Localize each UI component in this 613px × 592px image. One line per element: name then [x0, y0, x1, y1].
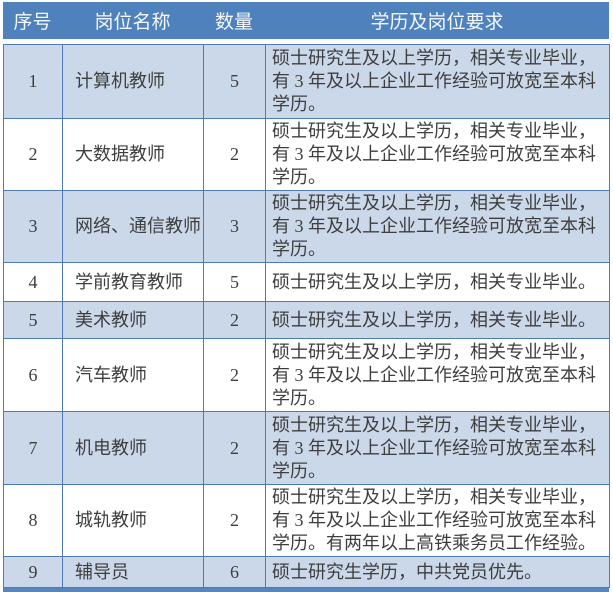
column-header-requirement: 学历及岗位要求	[370, 12, 504, 33]
cell-position: 机电教师	[62, 411, 204, 485]
cell-no: 7	[3, 411, 63, 485]
cell-position: 城轨教师	[62, 484, 204, 557]
cell-no: 9	[3, 556, 63, 588]
cell-position: 计算机教师	[62, 44, 204, 119]
recruitment-table-wrapper: 序号 岗位名称 数量 学历及岗位要求 1 计算机教师 5 硕士研究生及以上学历，…	[3, 2, 610, 592]
cell-requirement: 硕士研究生及以上学历，相关专业毕业。	[265, 301, 610, 339]
cell-requirement: 硕士研究生学历，中共党员优先。	[265, 556, 610, 588]
cell-count: 6	[203, 556, 266, 588]
cell-position: 学前教育教师	[62, 262, 204, 302]
cell-count: 2	[203, 411, 266, 485]
table-header-row: 序号 岗位名称 数量 学历及岗位要求	[3, 2, 609, 39]
cell-position: 网络、通信教师	[62, 190, 204, 263]
table-row: 7 机电教师 2 硕士研究生及以上学历，相关专业毕业，有 3 年及以上企业工作经…	[3, 411, 610, 485]
table-row: 1 计算机教师 5 硕士研究生及以上学历，相关专业毕业，有 3 年及以上企业工作…	[3, 44, 610, 119]
cell-requirement: 硕士研究生及以上学历，相关专业毕业，有 3 年及以上企业工作经验可放宽至本科学历…	[265, 411, 610, 485]
cell-position: 汽车教师	[62, 338, 204, 412]
column-header-position: 岗位名称	[94, 12, 171, 33]
cell-count: 2	[203, 484, 266, 557]
cell-position: 大数据教师	[62, 118, 204, 191]
cell-requirement: 硕士研究生及以上学历，相关专业毕业。	[265, 262, 610, 302]
table-row: 9 辅导员 6 硕士研究生学历，中共党员优先。	[3, 556, 610, 588]
table-row: 2 大数据教师 2 硕士研究生及以上学历，相关专业毕业，有 3 年及以上企业工作…	[3, 118, 610, 191]
table-row: 8 城轨教师 2 硕士研究生及以上学历，相关专业毕业，有 3 年及以上企业工作经…	[3, 484, 610, 557]
column-header-no: 序号	[13, 12, 52, 33]
cell-count: 2	[203, 118, 266, 191]
cell-requirement: 硕士研究生及以上学历，相关专业毕业，有 3 年及以上企业工作经验可放宽至本科学历…	[265, 338, 610, 412]
cell-no: 4	[3, 262, 63, 302]
cell-requirement: 硕士研究生及以上学历，相关专业毕业，有 3 年及以上企业工作经验可放宽至本科学历…	[265, 190, 610, 263]
cell-no: 1	[3, 44, 63, 119]
cell-requirement: 硕士研究生及以上学历，相关专业毕业，有 3 年及以上企业工作经验可放宽至本科学历…	[265, 118, 610, 191]
recruitment-table: 1 计算机教师 5 硕士研究生及以上学历，相关专业毕业，有 3 年及以上企业工作…	[3, 44, 610, 588]
cell-count: 2	[203, 338, 266, 412]
table-row: 6 汽车教师 2 硕士研究生及以上学历，相关专业毕业，有 3 年及以上企业工作经…	[3, 338, 610, 412]
cell-no: 3	[3, 190, 63, 263]
table-row: 5 美术教师 2 硕士研究生及以上学历，相关专业毕业。	[3, 301, 610, 339]
column-header-count: 数量	[214, 12, 253, 33]
cell-count: 3	[203, 190, 266, 263]
table-row: 4 学前教育教师 5 硕士研究生及以上学历，相关专业毕业。	[3, 262, 610, 302]
cell-no: 6	[3, 338, 63, 412]
cell-count: 5	[203, 262, 266, 302]
cell-no: 8	[3, 484, 63, 557]
cell-no: 2	[3, 118, 63, 191]
cell-count: 5	[203, 44, 266, 119]
table-bottom-bar	[3, 588, 609, 592]
table-row: 3 网络、通信教师 3 硕士研究生及以上学历，相关专业毕业，有 3 年及以上企业…	[3, 190, 610, 263]
cell-requirement: 硕士研究生及以上学历，相关专业毕业，有 3 年及以上企业工作经验可放宽至本科学历…	[265, 484, 610, 557]
cell-no: 5	[3, 301, 63, 339]
cell-requirement: 硕士研究生及以上学历，相关专业毕业，有 3 年及以上企业工作经验可放宽至本科学历…	[265, 44, 610, 119]
cell-count: 2	[203, 301, 266, 339]
cell-position: 美术教师	[62, 301, 204, 339]
cell-position: 辅导员	[62, 556, 204, 588]
